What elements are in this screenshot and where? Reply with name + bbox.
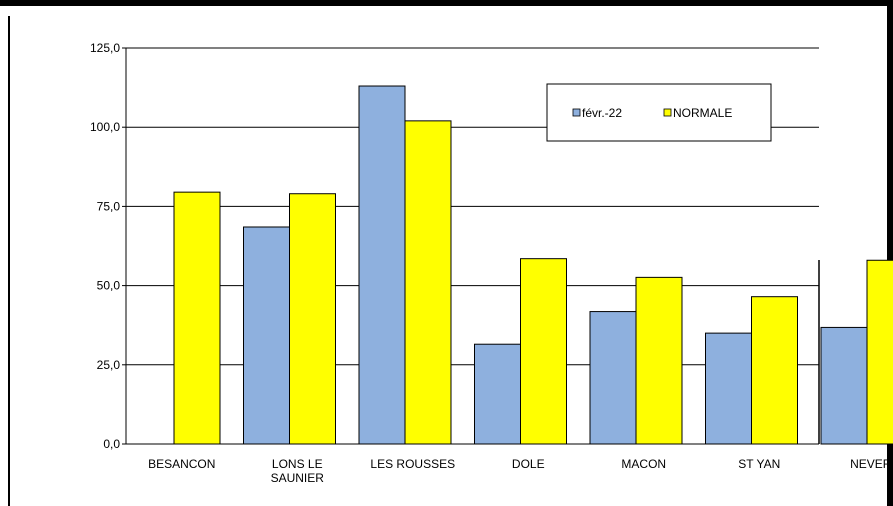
bar	[173, 191, 221, 445]
y-tick-labels: 0,0 25,0 50,0 75,0 100,0 125,0	[90, 41, 120, 451]
legend-swatch-series-1	[572, 108, 581, 117]
bar	[243, 226, 290, 445]
bar	[866, 259, 893, 445]
bar	[820, 326, 868, 445]
bar	[705, 332, 752, 445]
y-tick-label: 25,0	[97, 358, 121, 372]
y-tick-label: 100,0	[90, 120, 120, 134]
legend-label-series-2: NORMALE	[673, 106, 732, 120]
chart-border-right	[887, 0, 893, 506]
x-tick-label: LES ROUSSES	[370, 457, 455, 471]
y-tick-label: 75,0	[97, 199, 121, 213]
y-tick-label: 50,0	[97, 279, 121, 293]
bar	[520, 258, 567, 445]
x-tick-labels: BESANCON LONS LE SAUNIER LES ROUSSES DOLE MAC…	[148, 457, 893, 485]
legend-swatch-series-2	[663, 108, 672, 117]
bar	[589, 311, 637, 445]
chart-border-top	[0, 0, 893, 6]
gridlines	[122, 47, 819, 445]
chart-border-left	[8, 16, 10, 506]
bar	[404, 120, 452, 445]
bar	[474, 343, 521, 445]
bar	[635, 276, 683, 445]
bar	[358, 85, 406, 445]
bars	[173, 85, 893, 445]
x-tick-label: DOLE	[512, 457, 545, 471]
bar	[289, 193, 336, 445]
x-tick-label: LONS LE SAUNIER	[271, 457, 325, 485]
x-tick-label: BESANCON	[148, 457, 215, 471]
y-tick-label: 0,0	[103, 437, 120, 451]
legend: févr.-22 NORMALE	[546, 83, 772, 142]
x-tick-label: ST YAN	[738, 457, 780, 471]
x-tick-label: NEVERS	[850, 457, 893, 471]
legend-label-series-1: févr.-22	[582, 106, 622, 120]
y-tick-label: 125,0	[90, 41, 120, 55]
x-tick-label: MACON	[621, 457, 666, 471]
bar	[751, 296, 798, 445]
legend-box	[546, 83, 772, 142]
